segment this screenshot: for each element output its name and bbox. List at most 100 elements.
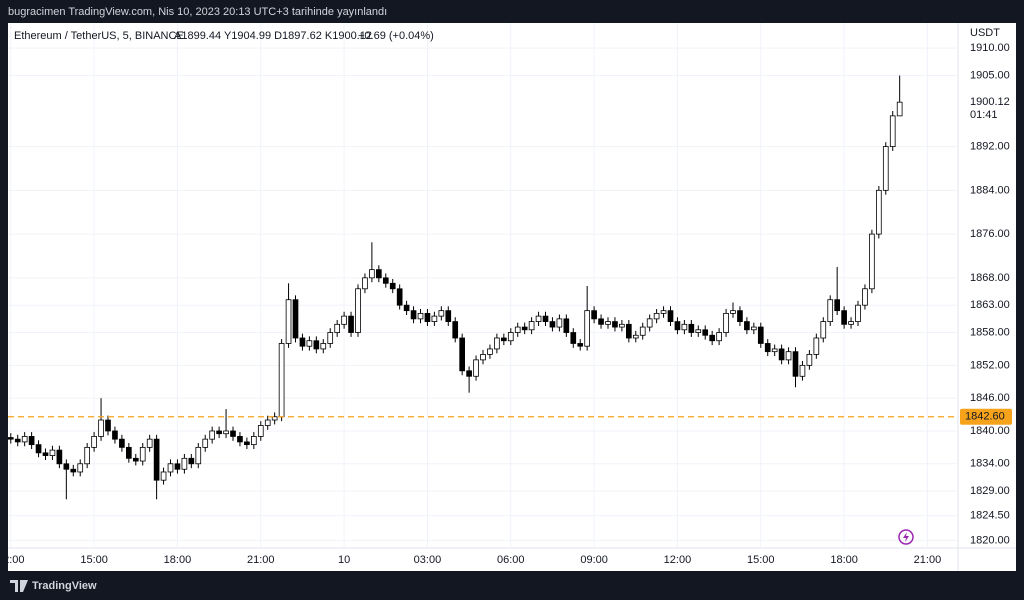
candle-body	[341, 315, 347, 325]
candle-body	[369, 269, 375, 279]
candle-body	[70, 468, 77, 473]
candle-body	[299, 337, 306, 347]
candle-body	[813, 337, 820, 355]
candle-body	[584, 310, 590, 347]
y-tick-label: 1905.00	[970, 69, 1010, 81]
candle-body	[91, 436, 97, 448]
candle-body	[681, 323, 688, 331]
candle-body	[389, 282, 396, 290]
x-tick-label: 10	[338, 554, 350, 566]
candle-body	[771, 348, 778, 353]
candle-body	[862, 288, 868, 306]
candle-body	[202, 438, 209, 448]
candle-body	[577, 343, 584, 347]
last-price-bg	[960, 93, 1014, 122]
alert-icon[interactable]	[898, 529, 914, 545]
candle-body	[751, 326, 757, 331]
price-line-label-bg	[960, 408, 1012, 425]
y-tick-label: 1824.50	[970, 510, 1010, 522]
y-tick-label: 1868.00	[970, 272, 1010, 284]
legend-change: +0.69 (+0.04%)	[358, 30, 434, 42]
candle-body	[869, 233, 875, 290]
candle-body	[320, 343, 327, 350]
candle-body	[153, 438, 160, 481]
legend-ohlc: A1899.44 Y1904.99 D1897.62 K1900.12	[174, 30, 372, 42]
candle-body	[174, 463, 181, 470]
candle-body	[653, 312, 660, 320]
candle-body	[521, 326, 528, 331]
candle-body	[730, 310, 736, 314]
candle-body	[264, 419, 271, 426]
candle-body	[146, 438, 153, 448]
candle-body	[806, 354, 813, 366]
candle-body	[230, 430, 236, 437]
candle-body	[14, 438, 21, 443]
candle-body	[396, 288, 403, 306]
candle-body	[598, 318, 604, 325]
candle-body	[674, 321, 681, 331]
candle-body	[35, 444, 42, 454]
candle-body	[695, 329, 702, 333]
candle-body	[660, 310, 667, 314]
candle-body	[126, 446, 132, 459]
candle-body	[216, 430, 222, 435]
candle-body	[56, 449, 63, 465]
candle-body	[98, 419, 104, 437]
candle-body	[757, 326, 764, 344]
candle-body	[570, 332, 577, 344]
x-tick-label: 12:00	[664, 554, 692, 566]
chart-panel	[8, 23, 1016, 571]
candle-body	[445, 310, 452, 322]
x-tick-label: 06:00	[497, 554, 525, 566]
candle-body	[834, 299, 840, 312]
y-tick-label: 1852.00	[970, 359, 1010, 371]
grid	[8, 23, 958, 548]
candle-body	[848, 321, 854, 325]
x-tick-label: 09:00	[580, 554, 608, 566]
candle-body	[542, 315, 549, 322]
y-tick-label: 1840.00	[970, 425, 1010, 437]
candle-body	[820, 321, 827, 339]
candle-body	[709, 334, 715, 342]
candle-body	[702, 329, 709, 336]
candle-body	[195, 446, 202, 465]
last-price: 1900.12	[970, 96, 1010, 108]
candle-body	[626, 323, 632, 339]
brand-name: TradingView	[32, 580, 97, 592]
candle-body	[528, 321, 535, 331]
candle-body	[549, 321, 556, 328]
candle-body	[188, 457, 195, 465]
candle-body	[119, 438, 125, 448]
legend-symbol: Ethereum / TetherUS, 5, BINANCE	[14, 30, 184, 42]
candle-body	[139, 446, 146, 462]
candle-body	[723, 312, 729, 333]
candle-body	[271, 416, 278, 421]
y-tick-label: 1858.00	[970, 326, 1010, 338]
candle-body	[841, 310, 847, 325]
candle-body	[487, 348, 493, 355]
candle-body	[535, 315, 542, 322]
candle-body	[619, 323, 625, 328]
y-tick-label: 1834.00	[970, 458, 1010, 470]
candle-body	[362, 277, 368, 290]
candle-body	[105, 419, 111, 432]
x-tick-label: 15:00	[747, 554, 775, 566]
candle-body	[688, 323, 695, 333]
candle-body	[424, 312, 431, 322]
candle-body	[84, 446, 90, 465]
candle-body	[563, 318, 570, 333]
candle-body	[327, 332, 334, 344]
candle-body	[612, 321, 618, 328]
candle-body	[382, 277, 389, 284]
candle-body	[507, 332, 514, 342]
candle-body	[896, 101, 903, 117]
x-tick-label: 15:00	[80, 554, 108, 566]
candle-body	[251, 436, 257, 446]
x-tick-label: 18:00	[164, 554, 192, 566]
candle-body	[209, 430, 215, 440]
candle-body	[785, 351, 792, 361]
plot	[8, 75, 958, 500]
candle-body	[556, 318, 563, 328]
candle-body	[292, 299, 299, 339]
candle-body	[403, 304, 410, 312]
